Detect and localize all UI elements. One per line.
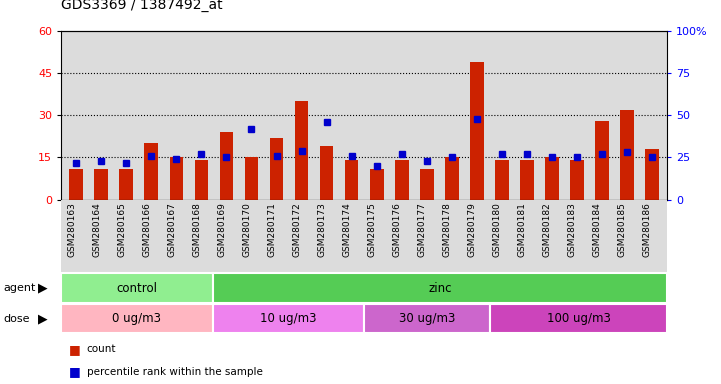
Text: GSM280167: GSM280167 <box>167 203 177 258</box>
Text: GSM280175: GSM280175 <box>368 203 376 258</box>
Bar <box>270 138 283 200</box>
Text: GSM280166: GSM280166 <box>142 203 151 258</box>
Text: GSM280178: GSM280178 <box>443 203 451 258</box>
Text: GSM280186: GSM280186 <box>643 203 652 258</box>
Text: GSM280184: GSM280184 <box>593 203 602 257</box>
Text: percentile rank within the sample: percentile rank within the sample <box>87 366 262 377</box>
Text: GSM280182: GSM280182 <box>543 203 552 257</box>
Bar <box>495 160 508 200</box>
Bar <box>244 157 258 200</box>
Bar <box>545 157 559 200</box>
Text: count: count <box>87 344 116 354</box>
Text: GSM280176: GSM280176 <box>393 203 402 258</box>
Bar <box>470 62 484 200</box>
Bar <box>520 160 534 200</box>
Text: dose: dose <box>4 314 30 324</box>
Bar <box>213 273 667 303</box>
Text: GDS3369 / 1387492_at: GDS3369 / 1387492_at <box>61 0 223 12</box>
Text: GSM280179: GSM280179 <box>468 203 477 258</box>
Text: zinc: zinc <box>428 281 451 295</box>
Text: GSM280164: GSM280164 <box>92 203 102 257</box>
Text: GSM280173: GSM280173 <box>317 203 327 258</box>
Text: agent: agent <box>4 283 36 293</box>
Bar <box>295 101 309 200</box>
Bar <box>195 160 208 200</box>
Bar <box>220 132 234 200</box>
Text: 30 ug/m3: 30 ug/m3 <box>399 312 456 325</box>
Bar <box>645 149 659 200</box>
Text: GSM280181: GSM280181 <box>518 203 527 258</box>
Text: GSM280172: GSM280172 <box>293 203 301 257</box>
Bar <box>595 121 609 200</box>
Bar <box>61 304 213 333</box>
Bar <box>620 109 634 200</box>
Bar <box>445 157 459 200</box>
Text: ▶: ▶ <box>38 312 48 325</box>
Bar <box>345 160 358 200</box>
Text: ■: ■ <box>68 343 80 356</box>
Text: GSM280165: GSM280165 <box>118 203 126 258</box>
Bar <box>364 304 490 333</box>
Text: 0 ug/m3: 0 ug/m3 <box>112 312 162 325</box>
Bar <box>395 160 409 200</box>
Bar <box>490 304 667 333</box>
Bar <box>144 143 159 200</box>
Text: GSM280163: GSM280163 <box>67 203 76 258</box>
Text: GSM280180: GSM280180 <box>492 203 502 258</box>
Text: GSM280170: GSM280170 <box>242 203 252 258</box>
Text: GSM280174: GSM280174 <box>342 203 352 257</box>
Bar <box>319 146 333 200</box>
Bar <box>370 169 384 200</box>
Text: GSM280185: GSM280185 <box>618 203 627 258</box>
Text: 10 ug/m3: 10 ug/m3 <box>260 312 317 325</box>
Text: control: control <box>117 281 157 295</box>
Text: GSM280183: GSM280183 <box>568 203 577 258</box>
Bar <box>420 169 433 200</box>
Bar <box>120 169 133 200</box>
Text: GSM280168: GSM280168 <box>193 203 201 258</box>
Bar <box>94 169 108 200</box>
Text: 100 ug/m3: 100 ug/m3 <box>547 312 611 325</box>
Text: ▶: ▶ <box>38 281 48 295</box>
Bar <box>570 160 584 200</box>
Text: GSM280171: GSM280171 <box>267 203 277 258</box>
Bar <box>69 169 83 200</box>
Bar <box>61 273 213 303</box>
Text: GSM280169: GSM280169 <box>218 203 226 258</box>
Bar <box>213 304 364 333</box>
Bar <box>169 157 183 200</box>
Text: GSM280177: GSM280177 <box>417 203 427 258</box>
Text: ■: ■ <box>68 365 80 378</box>
